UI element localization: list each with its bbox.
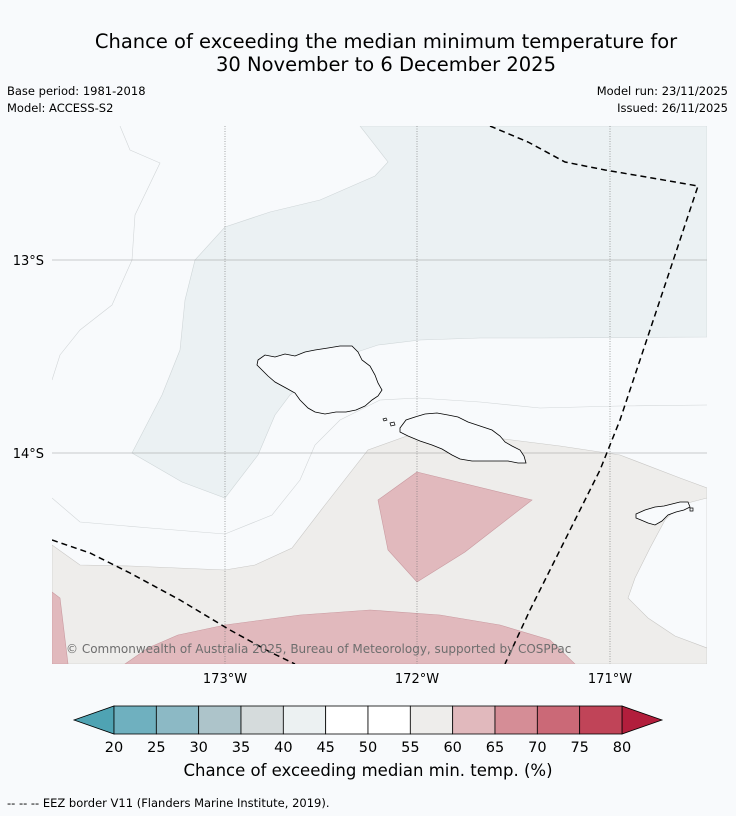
colorbar-segment bbox=[240, 705, 284, 735]
colorbar-tick-label: 25 bbox=[147, 740, 165, 756]
model-name: Model: ACCESS-S2 bbox=[7, 101, 114, 115]
zone-red-south bbox=[124, 609, 576, 664]
colorbar-high-extension bbox=[621, 705, 664, 735]
eez-border-north-east bbox=[489, 126, 699, 664]
colorbar: 20 25 30 35 40 45 50 55 60 65 70 75 80 bbox=[72, 705, 664, 756]
island-tutuila bbox=[635, 501, 691, 526]
contour-west bbox=[52, 397, 707, 535]
colorbar-segment bbox=[409, 705, 454, 735]
colorbar-tick-label: 65 bbox=[486, 740, 504, 756]
lon-label-171w: 171°W bbox=[588, 672, 632, 687]
zone-light-blue bbox=[131, 126, 707, 499]
colorbar-segment bbox=[494, 705, 538, 735]
colorbar-segment bbox=[282, 705, 327, 735]
base-period: Base period: 1981-2018 bbox=[7, 84, 146, 98]
colorbar-segment bbox=[536, 705, 581, 735]
island-upolu bbox=[399, 412, 527, 464]
model-run: Model run: 23/11/2025 bbox=[596, 84, 728, 98]
colorbar-tick-label: 20 bbox=[105, 740, 123, 756]
colorbar-tick-label: 70 bbox=[528, 740, 546, 756]
colorbar-segment bbox=[452, 705, 496, 735]
islet-aunuu bbox=[689, 507, 694, 512]
lat-label-14s: 14°S bbox=[13, 447, 44, 462]
zone-red-west bbox=[52, 591, 69, 664]
footer-eez-source: -- -- -- EEZ border V11 (Flanders Marine… bbox=[7, 796, 330, 810]
colorbar-segment bbox=[198, 705, 242, 735]
chart-title: Chance of exceeding the median minimum t… bbox=[36, 30, 736, 76]
copyright-text: © Commonwealth of Australia 2025, Bureau… bbox=[66, 642, 571, 656]
lon-label-173w: 173°W bbox=[203, 672, 247, 687]
lon-label-172w: 172°W bbox=[395, 672, 439, 687]
colorbar-segment bbox=[325, 705, 369, 735]
colorbar-tick-label: 55 bbox=[401, 740, 419, 756]
lat-label-13s: 13°S bbox=[13, 254, 44, 269]
map-area: © Commonwealth of Australia 2025, Bureau… bbox=[52, 126, 707, 664]
title-line-2: 30 November to 6 December 2025 bbox=[216, 53, 556, 76]
colorbar-tick-label: 30 bbox=[189, 740, 207, 756]
colorbar-tick-label: 35 bbox=[232, 740, 250, 756]
island-savaii bbox=[256, 345, 383, 415]
colorbar-segment bbox=[367, 705, 411, 735]
meta-right: Model run: 23/11/2025 Issued: 26/11/2025 bbox=[597, 83, 728, 117]
colorbar-tick-label: 60 bbox=[443, 740, 461, 756]
colorbar-title: Chance of exceeding median min. temp. (%… bbox=[183, 761, 553, 780]
eez-border-south-west bbox=[52, 539, 296, 664]
title-line-1: Chance of exceeding the median minimum t… bbox=[94, 30, 678, 53]
colorbar-segment bbox=[155, 705, 200, 735]
colorbar-tick-label: 80 bbox=[613, 740, 631, 756]
issued-date: Issued: 26/11/2025 bbox=[617, 101, 728, 115]
colorbar-segment bbox=[113, 705, 157, 735]
islet-apolima bbox=[382, 417, 388, 422]
colorbar-tick-label: 50 bbox=[359, 740, 377, 756]
colorbar-tick-label: 45 bbox=[316, 740, 334, 756]
colorbar-segment bbox=[579, 705, 623, 735]
colorbar-tick-label: 40 bbox=[274, 740, 292, 756]
meta-left: Base period: 1981-2018 Model: ACCESS-S2 bbox=[7, 83, 146, 117]
colorbar-low-extension bbox=[72, 705, 115, 735]
colorbar-tick-label: 75 bbox=[570, 740, 588, 756]
islet-manono bbox=[389, 421, 396, 427]
